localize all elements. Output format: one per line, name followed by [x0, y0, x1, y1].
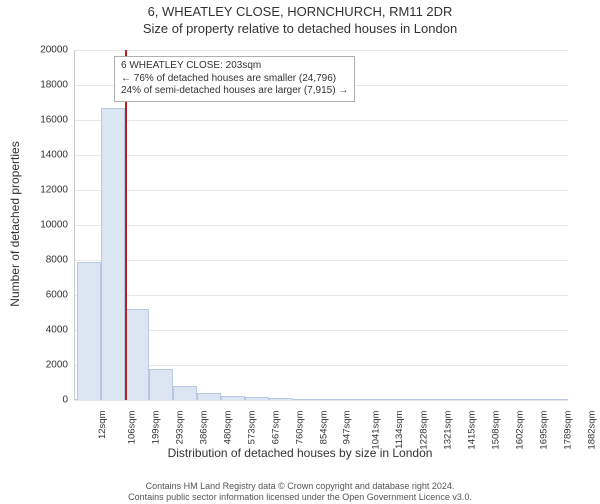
chart-title-main: 6, WHEATLEY CLOSE, HORNCHURCH, RM11 2DR	[0, 4, 600, 19]
histogram-bar	[245, 397, 269, 400]
x-tick-label: 667sqm	[270, 411, 281, 445]
y-tick-label: 12000	[40, 185, 68, 196]
x-tick-label: 480sqm	[222, 411, 233, 445]
y-tick-label: 14000	[40, 150, 68, 161]
gridline	[74, 295, 568, 296]
x-tick-label: 573sqm	[246, 411, 257, 445]
y-tick-label: 10000	[40, 220, 68, 231]
property-marker-line	[125, 50, 127, 400]
gridline	[74, 190, 568, 191]
footer-line-2: Contains public sector information licen…	[0, 492, 600, 502]
histogram-bar	[388, 399, 412, 400]
x-tick-label: 293sqm	[174, 411, 185, 445]
x-tick-label: 12sqm	[97, 411, 108, 440]
y-tick-label: 16000	[40, 115, 68, 126]
histogram-bar	[173, 386, 197, 400]
histogram-bar	[149, 369, 173, 401]
histogram-bar	[364, 399, 388, 400]
x-tick-label: 1602sqm	[515, 411, 526, 450]
histogram-bar	[532, 399, 556, 400]
y-tick-label: 0	[62, 395, 68, 406]
histogram-bar	[77, 262, 101, 400]
histogram-bar	[316, 399, 340, 400]
chart-plot-area: 6 WHEATLEY CLOSE: 203sqm← 76% of detache…	[74, 50, 568, 400]
histogram-bar	[436, 399, 460, 400]
x-tick-label: 947sqm	[342, 411, 353, 445]
x-tick-label: 106sqm	[126, 411, 137, 445]
y-tick-label: 4000	[46, 325, 68, 336]
x-tick-label: 199sqm	[150, 411, 161, 445]
gridline	[74, 225, 568, 226]
gridline	[74, 50, 568, 51]
y-tick-label: 8000	[46, 255, 68, 266]
histogram-bar	[101, 108, 125, 400]
x-tick-label: 1695sqm	[538, 411, 549, 450]
annotation-box: 6 WHEATLEY CLOSE: 203sqm← 76% of detache…	[114, 56, 355, 102]
histogram-bar	[221, 396, 245, 400]
chart-title-sub: Size of property relative to detached ho…	[0, 21, 600, 36]
x-tick-label: 1508sqm	[491, 411, 502, 450]
histogram-bar	[197, 393, 221, 400]
y-tick-label: 20000	[40, 45, 68, 56]
histogram-bar	[412, 399, 436, 400]
y-tick-label: 18000	[40, 80, 68, 91]
annotation-line: ← 76% of detached houses are smaller (24…	[121, 73, 348, 86]
y-tick-label: 6000	[46, 290, 68, 301]
histogram-bar	[484, 399, 508, 400]
x-tick-label: 1415sqm	[467, 411, 478, 450]
y-axis-label: Number of detached properties	[8, 141, 22, 306]
histogram-bar	[556, 399, 568, 400]
x-tick-label: 1789sqm	[563, 411, 574, 450]
annotation-line: 6 WHEATLEY CLOSE: 203sqm	[121, 60, 348, 73]
x-tick-label: 1041sqm	[371, 411, 382, 450]
x-tick-label: 386sqm	[198, 411, 209, 445]
annotation-line: 24% of semi-detached houses are larger (…	[121, 85, 348, 98]
chart-footer: Contains HM Land Registry data © Crown c…	[0, 481, 600, 502]
y-tick-label: 2000	[46, 360, 68, 371]
histogram-bar	[460, 399, 484, 400]
histogram-bar	[125, 309, 149, 400]
x-axis-label: Distribution of detached houses by size …	[0, 446, 600, 460]
footer-line-1: Contains HM Land Registry data © Crown c…	[0, 481, 600, 491]
histogram-bar	[508, 399, 532, 400]
histogram-bar	[340, 399, 364, 400]
y-axis-line	[74, 50, 75, 400]
x-tick-label: 1321sqm	[443, 411, 454, 450]
gridline	[74, 400, 568, 401]
histogram-bar	[269, 398, 293, 400]
x-tick-label: 1882sqm	[586, 411, 597, 450]
gridline	[74, 120, 568, 121]
gridline	[74, 155, 568, 156]
histogram-bar	[293, 399, 317, 400]
x-tick-label: 760sqm	[294, 411, 305, 445]
x-tick-label: 1134sqm	[394, 411, 405, 449]
x-tick-label: 854sqm	[318, 411, 329, 445]
x-tick-label: 1228sqm	[419, 411, 430, 450]
gridline	[74, 260, 568, 261]
